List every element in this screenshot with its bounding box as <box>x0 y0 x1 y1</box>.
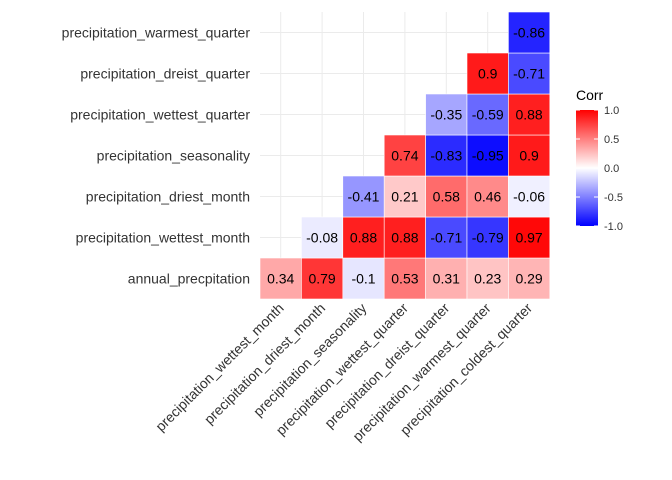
heatmap-cell <box>466 216 509 259</box>
cell-value-label: 0.88 <box>515 107 542 123</box>
heatmap-cell <box>425 175 468 218</box>
cell-value-label: 0.74 <box>391 148 418 164</box>
cell-value-label: -0.71 <box>430 230 462 246</box>
cell-value-label: 0.53 <box>391 271 418 287</box>
heatmap-cell <box>425 93 468 136</box>
cell-value-label: -0.79 <box>472 230 504 246</box>
legend-tick-label: 0.5 <box>604 134 619 146</box>
cell-value-label: 0.46 <box>474 189 501 205</box>
cell-value-label: -0.1 <box>351 271 375 287</box>
heatmap-cell <box>508 257 551 300</box>
legend-title: Corr <box>576 87 604 103</box>
cell-value-label: -0.83 <box>430 148 462 164</box>
cell-value-label: 0.97 <box>515 230 542 246</box>
heatmap-cell <box>425 216 468 259</box>
cell-value-labels: 0.34 0.79 -0.1 0.53 0.31 0.23 0.29 -0.08 0.88 0.8… <box>267 25 545 287</box>
legend-tick-label: -1.0 <box>604 221 623 233</box>
heatmap-cell <box>508 175 551 218</box>
heatmap-cell <box>383 216 426 259</box>
legend-tick-label: 1.0 <box>604 105 619 117</box>
cell-value-label: 0.23 <box>474 271 501 287</box>
cell-value-label: -0.41 <box>348 189 380 205</box>
x-axis-tick-labels: precipitation_wettest_monthprecipitation… <box>152 300 535 445</box>
heatmap-cell <box>425 134 468 177</box>
cell-value-label: -0.59 <box>472 107 504 123</box>
heatmap-cell <box>466 52 509 95</box>
cell-value-label: -0.35 <box>430 107 462 123</box>
heatmap-cell <box>342 216 385 259</box>
heatmap-cell <box>508 11 551 54</box>
cell-value-label: 0.79 <box>308 271 335 287</box>
y-tick-label: precipitation_driest_month <box>86 189 250 205</box>
cell-value-label: 0.88 <box>350 230 377 246</box>
cell-value-label: -0.71 <box>513 66 545 82</box>
heatmap-cell <box>342 175 385 218</box>
cell-value-label: 0.34 <box>267 271 294 287</box>
heatmap-cell <box>508 216 551 259</box>
legend-colorbar <box>576 110 598 226</box>
y-tick-label: precipitation_seasonality <box>97 148 250 164</box>
heatmap-cell <box>301 216 344 259</box>
legend-ticks: 1.0 0.5 0.0 -0.5 -1.0 <box>576 105 623 233</box>
legend-tick-label: -0.5 <box>604 192 623 204</box>
cell-value-label: 0.9 <box>478 66 498 82</box>
cell-value-label: 0.58 <box>433 189 460 205</box>
heatmap-cell <box>342 257 385 300</box>
y-tick-label: precipitation_wettest_quarter <box>70 107 250 123</box>
heatmap-cell <box>466 257 509 300</box>
cell-value-label: -0.86 <box>513 25 545 41</box>
cell-value-label: 0.88 <box>391 230 418 246</box>
y-axis-tick-labels: annual_precpitation precipitation_wettest… <box>62 25 251 287</box>
cell-value-label: 0.29 <box>515 271 542 287</box>
y-tick-label: precipitation_wettest_month <box>76 230 250 246</box>
legend: Corr 1.0 0.5 0.0 -0.5 -1.0 <box>576 87 623 233</box>
cell-value-label: -0.06 <box>513 189 545 205</box>
legend-tick-label: 0.0 <box>604 163 619 175</box>
y-tick-label: annual_precpitation <box>128 271 250 287</box>
heatmap-cell <box>466 175 509 218</box>
cell-value-label: -0.08 <box>306 230 338 246</box>
heatmap-cell <box>466 93 509 136</box>
heatmap-cell <box>508 52 551 95</box>
y-tick-label: precipitation_warmest_quarter <box>62 25 251 41</box>
heatmap-cell <box>508 93 551 136</box>
cell-value-label: 0.21 <box>391 189 418 205</box>
cell-value-label: 0.31 <box>433 271 460 287</box>
cell-value-label: 0.9 <box>519 148 539 164</box>
heatmap-cell <box>383 175 426 218</box>
heatmap-cells <box>259 11 551 300</box>
cell-value-label: -0.95 <box>472 148 504 164</box>
y-tick-label: precipitation_dreist_quarter <box>80 66 250 82</box>
